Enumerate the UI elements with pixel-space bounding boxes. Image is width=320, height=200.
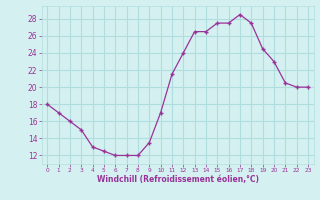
X-axis label: Windchill (Refroidissement éolien,°C): Windchill (Refroidissement éolien,°C): [97, 175, 259, 184]
